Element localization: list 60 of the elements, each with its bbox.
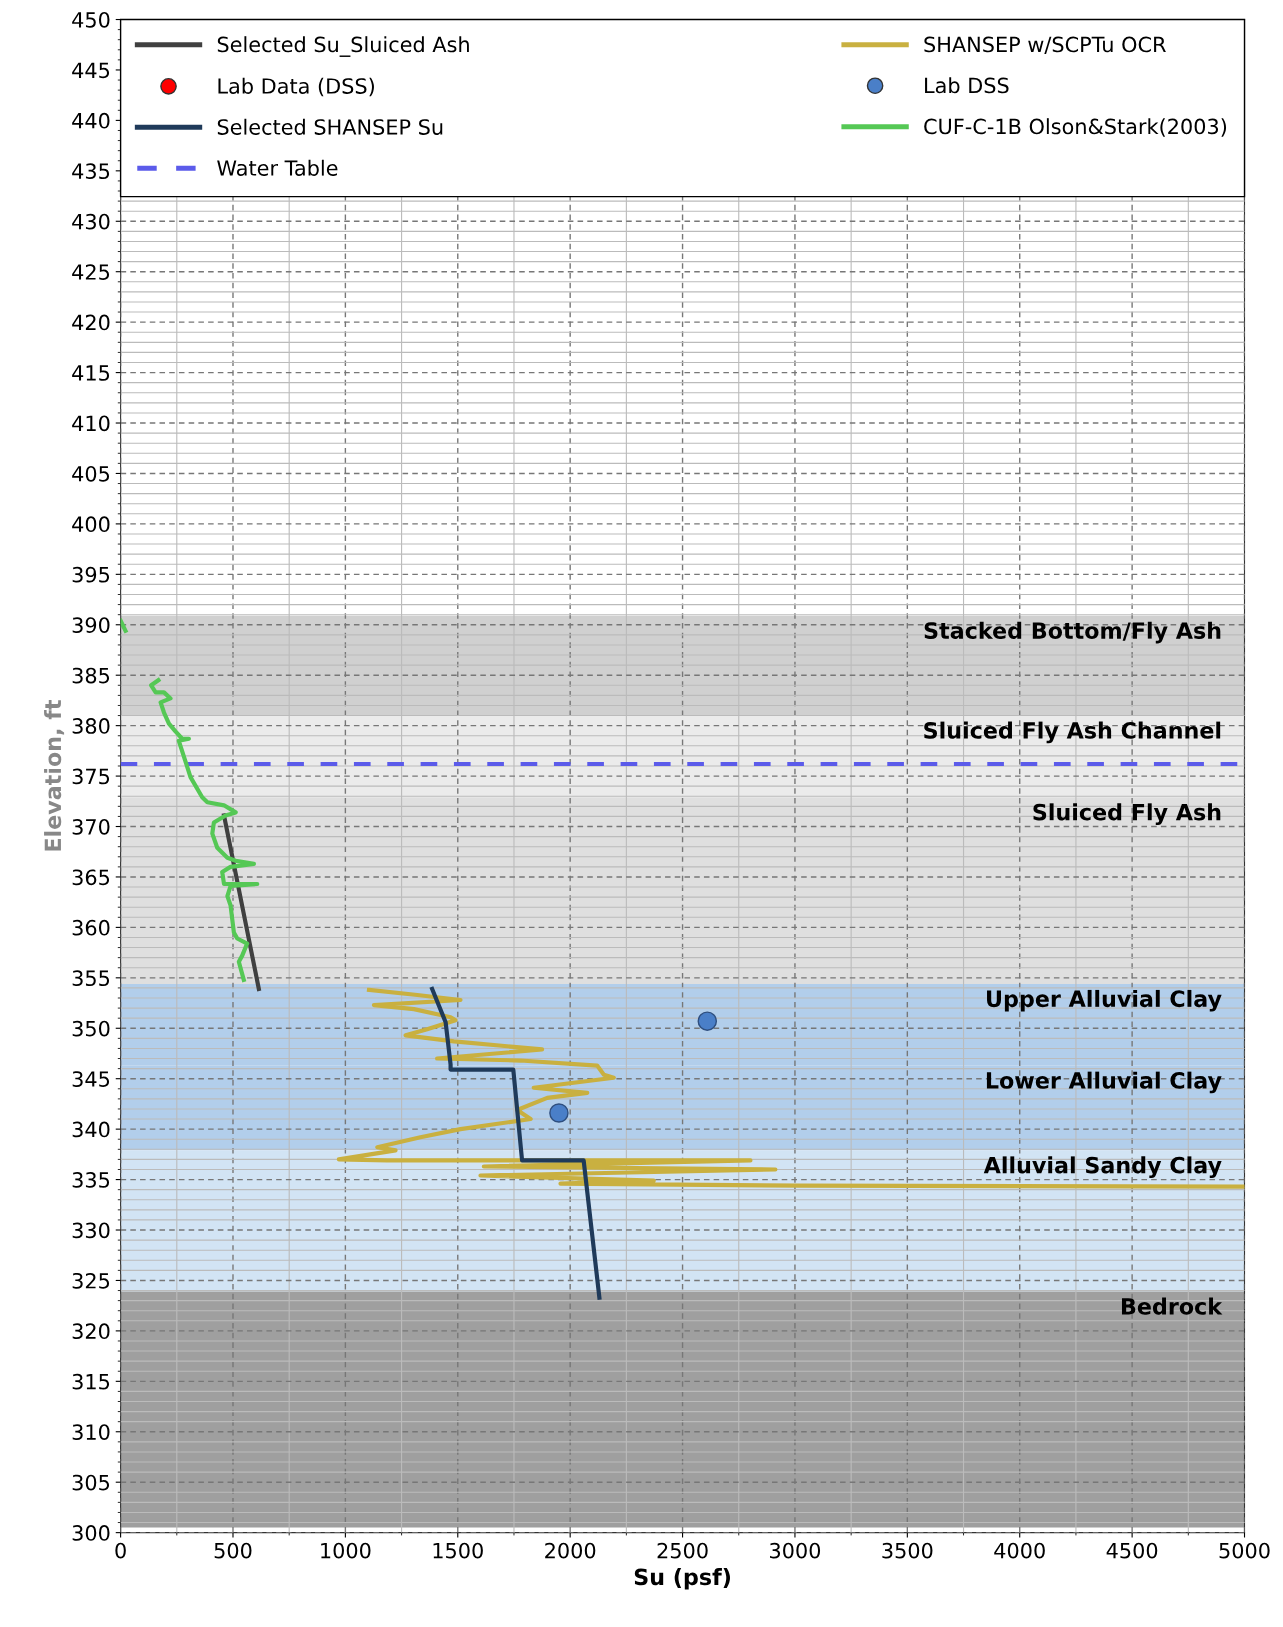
y-tick-label: 355 — [72, 970, 110, 987]
y-tick-label: 400 — [72, 516, 110, 533]
x-axis-title: Su (psf) — [634, 1568, 730, 1590]
y-tick-label: 385 — [72, 667, 110, 684]
y-tick-label: 330 — [72, 1222, 110, 1239]
y-tick-label: 305 — [72, 1474, 110, 1491]
y-tick-label: 335 — [72, 1172, 110, 1188]
x-tick-label: 0 — [115, 1542, 126, 1559]
x-tick-label: 3500 — [882, 1542, 933, 1559]
y-tick-label: 300 — [72, 1525, 110, 1541]
band-label: Sluiced Fly Ash — [1033, 803, 1221, 825]
y-tick-label: 340 — [72, 1121, 110, 1138]
line-series — [336, 987, 1245, 1189]
y-tick-label: 395 — [72, 566, 110, 583]
band-label: Lower Alluvial Clay — [986, 1071, 1222, 1094]
y-tick-label: 415 — [72, 365, 110, 381]
line-series — [430, 986, 602, 1300]
x-tick-label: 1500 — [433, 1542, 483, 1559]
band-label: Stacked Bottom/Fly Ash — [924, 621, 1221, 644]
legend-label: Selected Su_Sluiced Ash — [217, 36, 469, 57]
band-label: Bedrock — [1121, 1297, 1223, 1315]
x-tick-label: 2000 — [545, 1542, 596, 1559]
y-tick-label: 435 — [72, 163, 110, 180]
y-tick-label: 450 — [72, 11, 110, 28]
y-tick-label: 445 — [72, 62, 110, 79]
legend-label: Lab DSS — [925, 77, 1009, 94]
legend-label: Water Table — [217, 159, 338, 176]
y-tick-label: 360 — [72, 919, 110, 936]
y-axis-title: Elevation, ft — [44, 700, 65, 851]
y-tick-label: 370 — [72, 818, 110, 835]
y-tick-label: 375 — [72, 768, 110, 785]
y-tick-label: 410 — [72, 415, 110, 432]
band-label: Upper Alluvial Clay — [987, 989, 1222, 1012]
legend-label: Selected SHANSEP Su — [217, 118, 443, 135]
band-label: Alluvial Sandy Clay — [983, 1156, 1222, 1179]
x-tick-label: 4000 — [994, 1542, 1045, 1559]
x-tick-label: 500 — [214, 1542, 252, 1559]
y-tick-label: 405 — [72, 465, 110, 482]
y-tick-label: 380 — [72, 718, 110, 734]
legend-label: SHANSEP w/SCPTu OCR — [924, 36, 1166, 54]
y-tick-label: 325 — [72, 1272, 110, 1289]
legend-label: Lab Data (DSS) — [218, 77, 374, 97]
y-tick-label: 315 — [72, 1373, 110, 1390]
x-tick-label: 3000 — [770, 1542, 821, 1559]
x-tick-label: 2500 — [657, 1542, 708, 1559]
y-tick-label: 390 — [72, 617, 110, 633]
y-tick-label: 430 — [72, 213, 110, 230]
y-tick-label: 310 — [72, 1424, 110, 1440]
y-tick-label: 345 — [72, 1071, 110, 1087]
x-tick-label: 5000 — [1219, 1542, 1270, 1559]
y-tick-label: 365 — [72, 869, 110, 886]
y-tick-label: 425 — [72, 264, 110, 280]
x-tick-label: 4500 — [1106, 1542, 1158, 1559]
band-label: Sluiced Fly Ash Channel — [924, 721, 1221, 744]
y-tick-label: 440 — [72, 112, 110, 129]
legend-label: CUF-C-1B Olson&Stark(2003) — [924, 118, 1227, 137]
y-tick-label: 320 — [72, 1323, 110, 1340]
x-tick-label: 1000 — [321, 1542, 371, 1559]
y-tick-label: 420 — [72, 314, 110, 331]
y-tick-label: 350 — [72, 1020, 110, 1037]
